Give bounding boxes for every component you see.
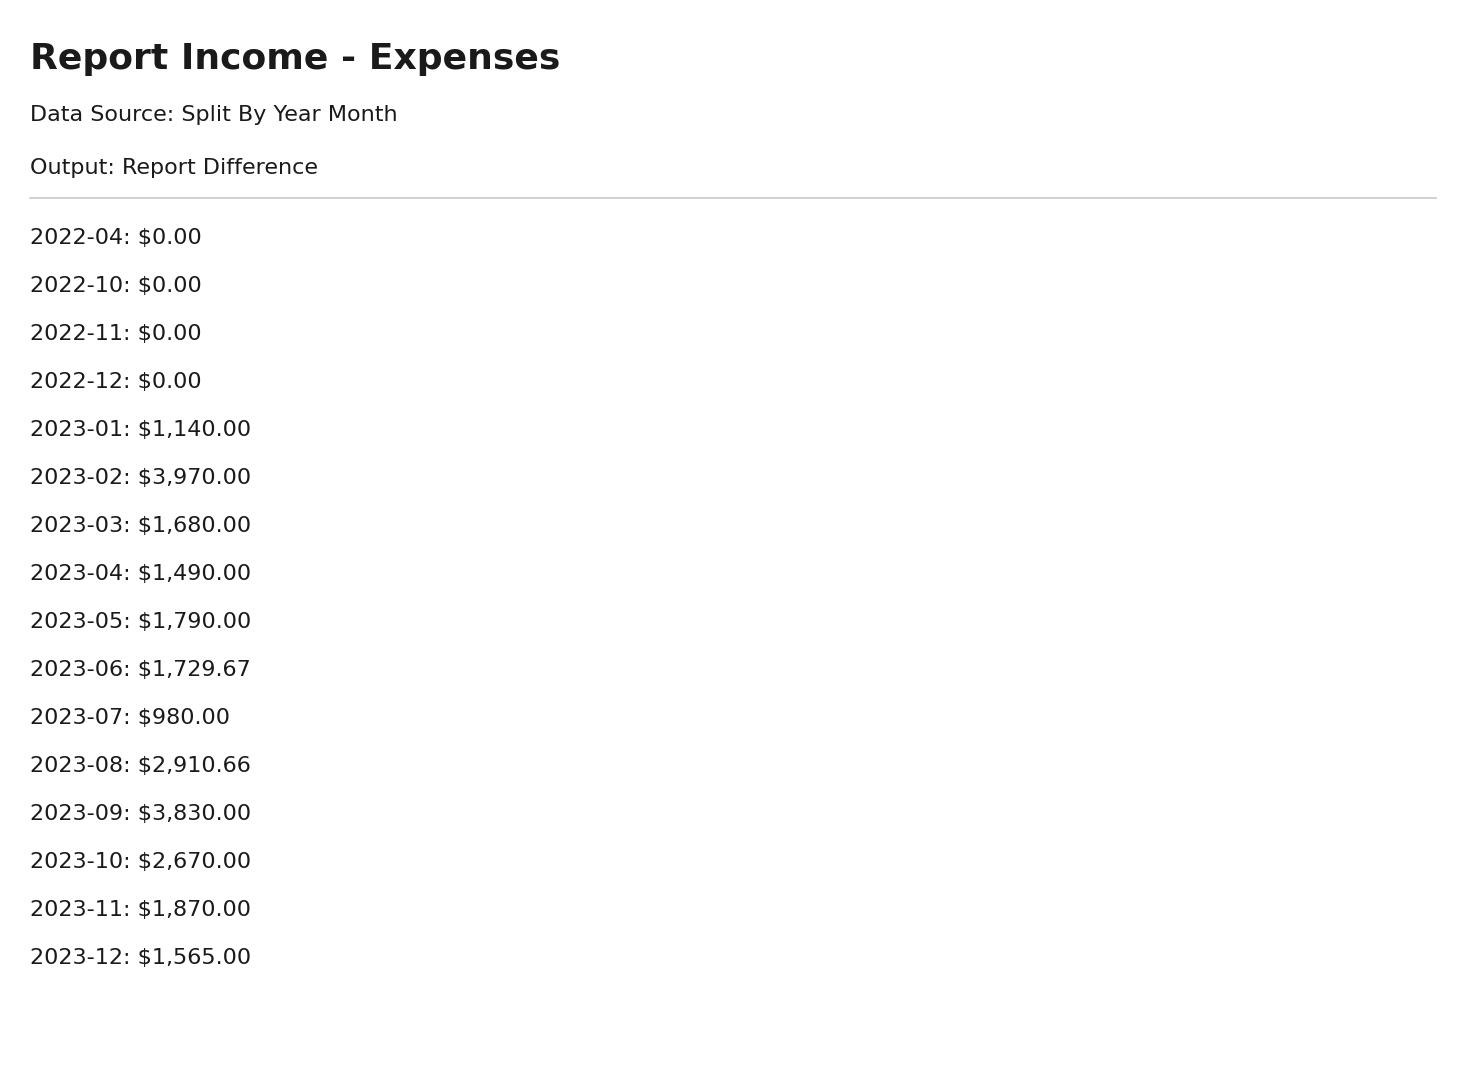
Text: Report Income - Expenses: Report Income - Expenses	[29, 42, 560, 76]
Text: 2022-12: $0.00: 2022-12: $0.00	[29, 372, 202, 392]
Text: 2023-03: $1,680.00: 2023-03: $1,680.00	[29, 516, 251, 536]
Text: 2023-05: $1,790.00: 2023-05: $1,790.00	[29, 612, 251, 632]
Text: 2023-06: $1,729.67: 2023-06: $1,729.67	[29, 660, 251, 681]
Text: 2023-08: $2,910.66: 2023-08: $2,910.66	[29, 756, 251, 776]
Text: 2023-09: $3,830.00: 2023-09: $3,830.00	[29, 804, 251, 824]
Text: 2023-02: $3,970.00: 2023-02: $3,970.00	[29, 468, 251, 488]
Text: 2022-11: $0.00: 2022-11: $0.00	[29, 324, 202, 343]
Text: 2023-04: $1,490.00: 2023-04: $1,490.00	[29, 564, 251, 584]
Text: 2022-10: $0.00: 2022-10: $0.00	[29, 276, 202, 296]
Text: 2023-11: $1,870.00: 2023-11: $1,870.00	[29, 900, 251, 920]
Text: 2023-12: $1,565.00: 2023-12: $1,565.00	[29, 948, 251, 968]
Text: 2023-01: $1,140.00: 2023-01: $1,140.00	[29, 421, 251, 440]
Text: 2022-04: $0.00: 2022-04: $0.00	[29, 228, 202, 248]
Text: Data Source: Split By Year Month: Data Source: Split By Year Month	[29, 105, 397, 125]
Text: 2023-07: $980.00: 2023-07: $980.00	[29, 708, 230, 728]
Text: 2023-10: $2,670.00: 2023-10: $2,670.00	[29, 852, 251, 872]
Text: Output: Report Difference: Output: Report Difference	[29, 158, 318, 178]
